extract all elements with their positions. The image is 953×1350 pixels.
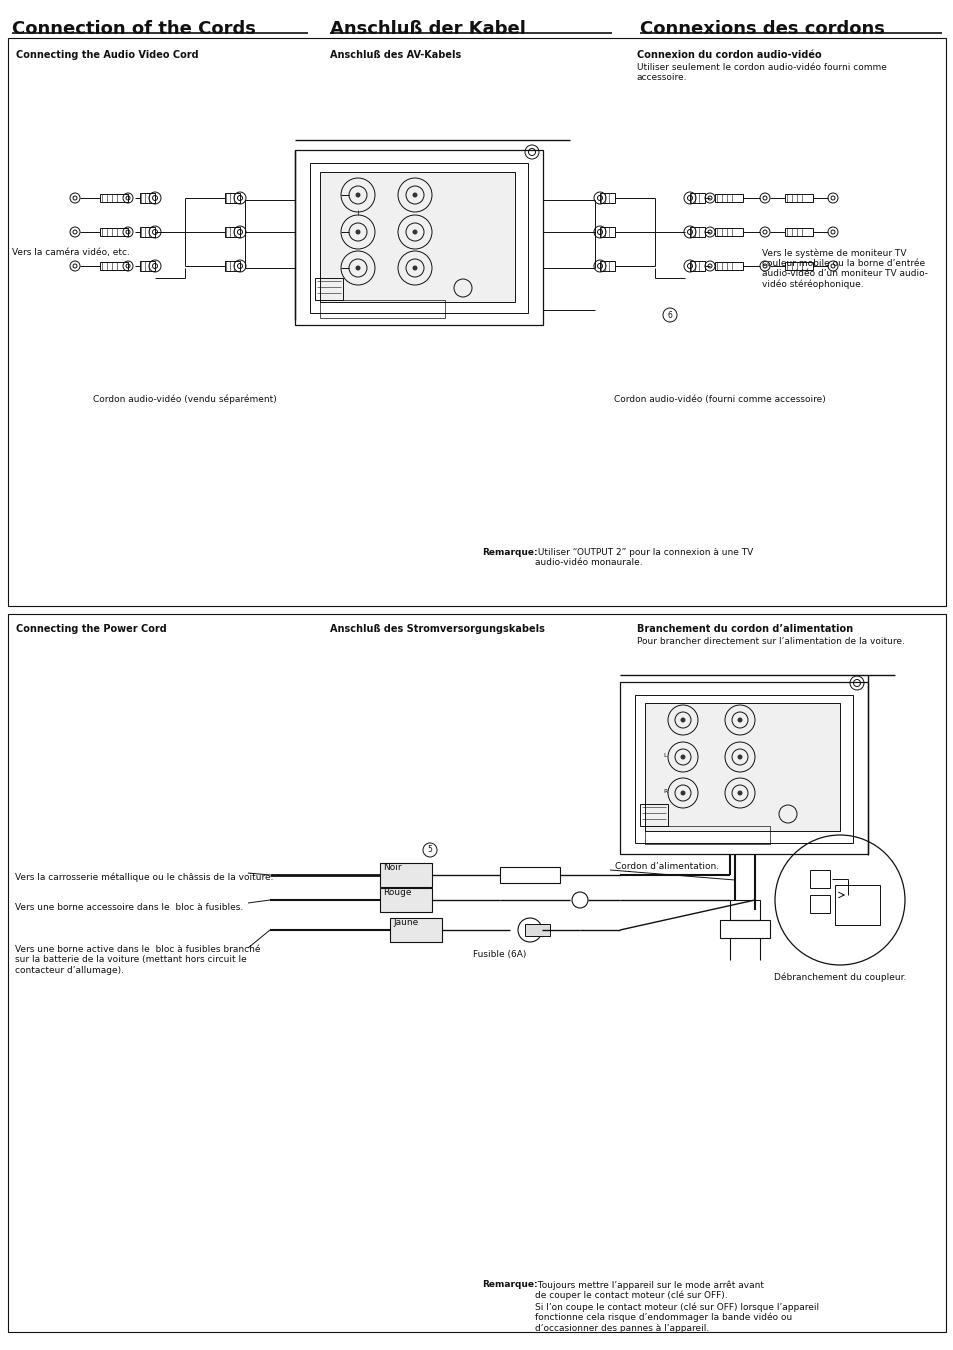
Circle shape [412, 266, 417, 270]
Bar [689, 227, 704, 238]
Text: 6: 6 [667, 310, 672, 320]
Text: Noir: Noir [382, 863, 401, 872]
Text: Remarque:: Remarque: [481, 548, 537, 558]
Bar [140, 227, 154, 238]
Text: Connecting the Audio Video Cord: Connecting the Audio Video Cord [16, 50, 198, 59]
Bar [599, 193, 615, 202]
Text: Rouge: Rouge [382, 888, 411, 896]
Text: Fusible (6A): Fusible (6A) [473, 950, 526, 958]
Bar [834, 886, 879, 925]
Text: Vers le système de moniteur TV
couleur mobile ou la borne d’entrée
audio-vidéo d: Vers le système de moniteur TV couleur m… [761, 248, 927, 289]
Text: Connexions des cordons: Connexions des cordons [639, 20, 884, 38]
Circle shape [412, 193, 417, 197]
Circle shape [412, 230, 417, 235]
Text: Pour brancher directement sur l’alimentation de la voiture.: Pour brancher directement sur l’alimenta… [637, 637, 904, 647]
Text: Connexion du cordon audio-vidéo: Connexion du cordon audio-vidéo [637, 50, 821, 59]
Bar [714, 228, 742, 236]
Text: Anschluß des AV-Kabels: Anschluß des AV-Kabels [330, 50, 460, 59]
Text: Cordon audio-vidéo (fourni comme accessoire): Cordon audio-vidéo (fourni comme accesso… [614, 396, 825, 404]
Text: Utiliser “OUTPUT 2” pour la connexion à une TV
audio-vidéo monaurale.: Utiliser “OUTPUT 2” pour la connexion à … [535, 548, 753, 567]
Bar [140, 193, 154, 202]
Text: Remarque:: Remarque: [481, 1280, 537, 1289]
Bar [644, 826, 769, 844]
Bar [635, 695, 852, 842]
Text: Débranchement du coupleur.: Débranchement du coupleur. [773, 972, 905, 981]
Bar [784, 262, 812, 270]
Bar [310, 163, 527, 313]
Text: Branchement du cordon d’alimentation: Branchement du cordon d’alimentation [637, 624, 852, 634]
Bar [729, 900, 760, 919]
Circle shape [679, 717, 685, 722]
Bar [599, 261, 615, 271]
Circle shape [679, 791, 685, 795]
Text: L: L [662, 753, 666, 757]
Text: Anschluß des Stromversorgungskabels: Anschluß des Stromversorgungskabels [330, 624, 544, 634]
Bar [225, 193, 240, 202]
Bar [390, 918, 441, 942]
Bar [714, 194, 742, 202]
Bar [379, 863, 432, 887]
Text: Vers la caméra vidéo, etc.: Vers la caméra vidéo, etc. [12, 248, 130, 256]
Text: 5: 5 [427, 845, 432, 855]
Bar [294, 150, 542, 325]
Bar [784, 194, 812, 202]
Bar [314, 278, 343, 300]
Bar [499, 867, 559, 883]
Text: Connecting the Power Cord: Connecting the Power Cord [16, 624, 167, 634]
Circle shape [355, 230, 360, 235]
Bar [809, 895, 829, 913]
Text: Vers la carrosserie métallique ou le châssis de la voiture.: Vers la carrosserie métallique ou le châ… [15, 873, 274, 883]
Bar [319, 300, 444, 319]
Bar [689, 193, 704, 202]
Text: Cordon audio-vidéo (vendu séparément): Cordon audio-vidéo (vendu séparément) [93, 396, 276, 405]
Bar [689, 261, 704, 271]
Text: Anschluß der Kabel: Anschluß der Kabel [330, 20, 525, 38]
Bar [8, 38, 945, 606]
Bar [100, 262, 128, 270]
Circle shape [737, 717, 741, 722]
Circle shape [679, 755, 685, 760]
Bar [319, 171, 515, 302]
Bar [720, 919, 769, 938]
Bar [639, 805, 667, 826]
Bar [100, 228, 128, 236]
Bar [644, 703, 840, 832]
Bar [140, 261, 154, 271]
Text: Connection of the Cords: Connection of the Cords [12, 20, 255, 38]
Text: Vers une borne accessoire dans le  bloc à fusibles.: Vers une borne accessoire dans le bloc à… [15, 903, 243, 913]
Text: Cordon d’alimentation.: Cordon d’alimentation. [615, 863, 719, 871]
Bar [225, 227, 240, 238]
Circle shape [737, 755, 741, 760]
Bar [809, 869, 829, 888]
Bar [225, 261, 240, 271]
Circle shape [355, 193, 360, 197]
Text: Vers une borne active dans le  bloc à fusibles branché
sur la batterie de la voi: Vers une borne active dans le bloc à fus… [15, 945, 260, 975]
Bar [714, 262, 742, 270]
Bar [100, 194, 128, 202]
Bar [784, 228, 812, 236]
Text: Toujours mettre l’appareil sur le mode arrêt avant
de couper le contact moteur (: Toujours mettre l’appareil sur le mode a… [535, 1280, 819, 1332]
Bar [8, 614, 945, 1332]
Circle shape [737, 791, 741, 795]
Bar [599, 227, 615, 238]
Text: Jaune: Jaune [393, 918, 417, 927]
Text: R: R [662, 788, 666, 794]
Bar [619, 682, 867, 855]
Text: Utiliser seulement le cordon audio-vidéo fourni comme
accessoire.: Utiliser seulement le cordon audio-vidéo… [637, 63, 886, 82]
Bar [524, 923, 550, 936]
Bar [379, 888, 432, 913]
Circle shape [355, 266, 360, 270]
